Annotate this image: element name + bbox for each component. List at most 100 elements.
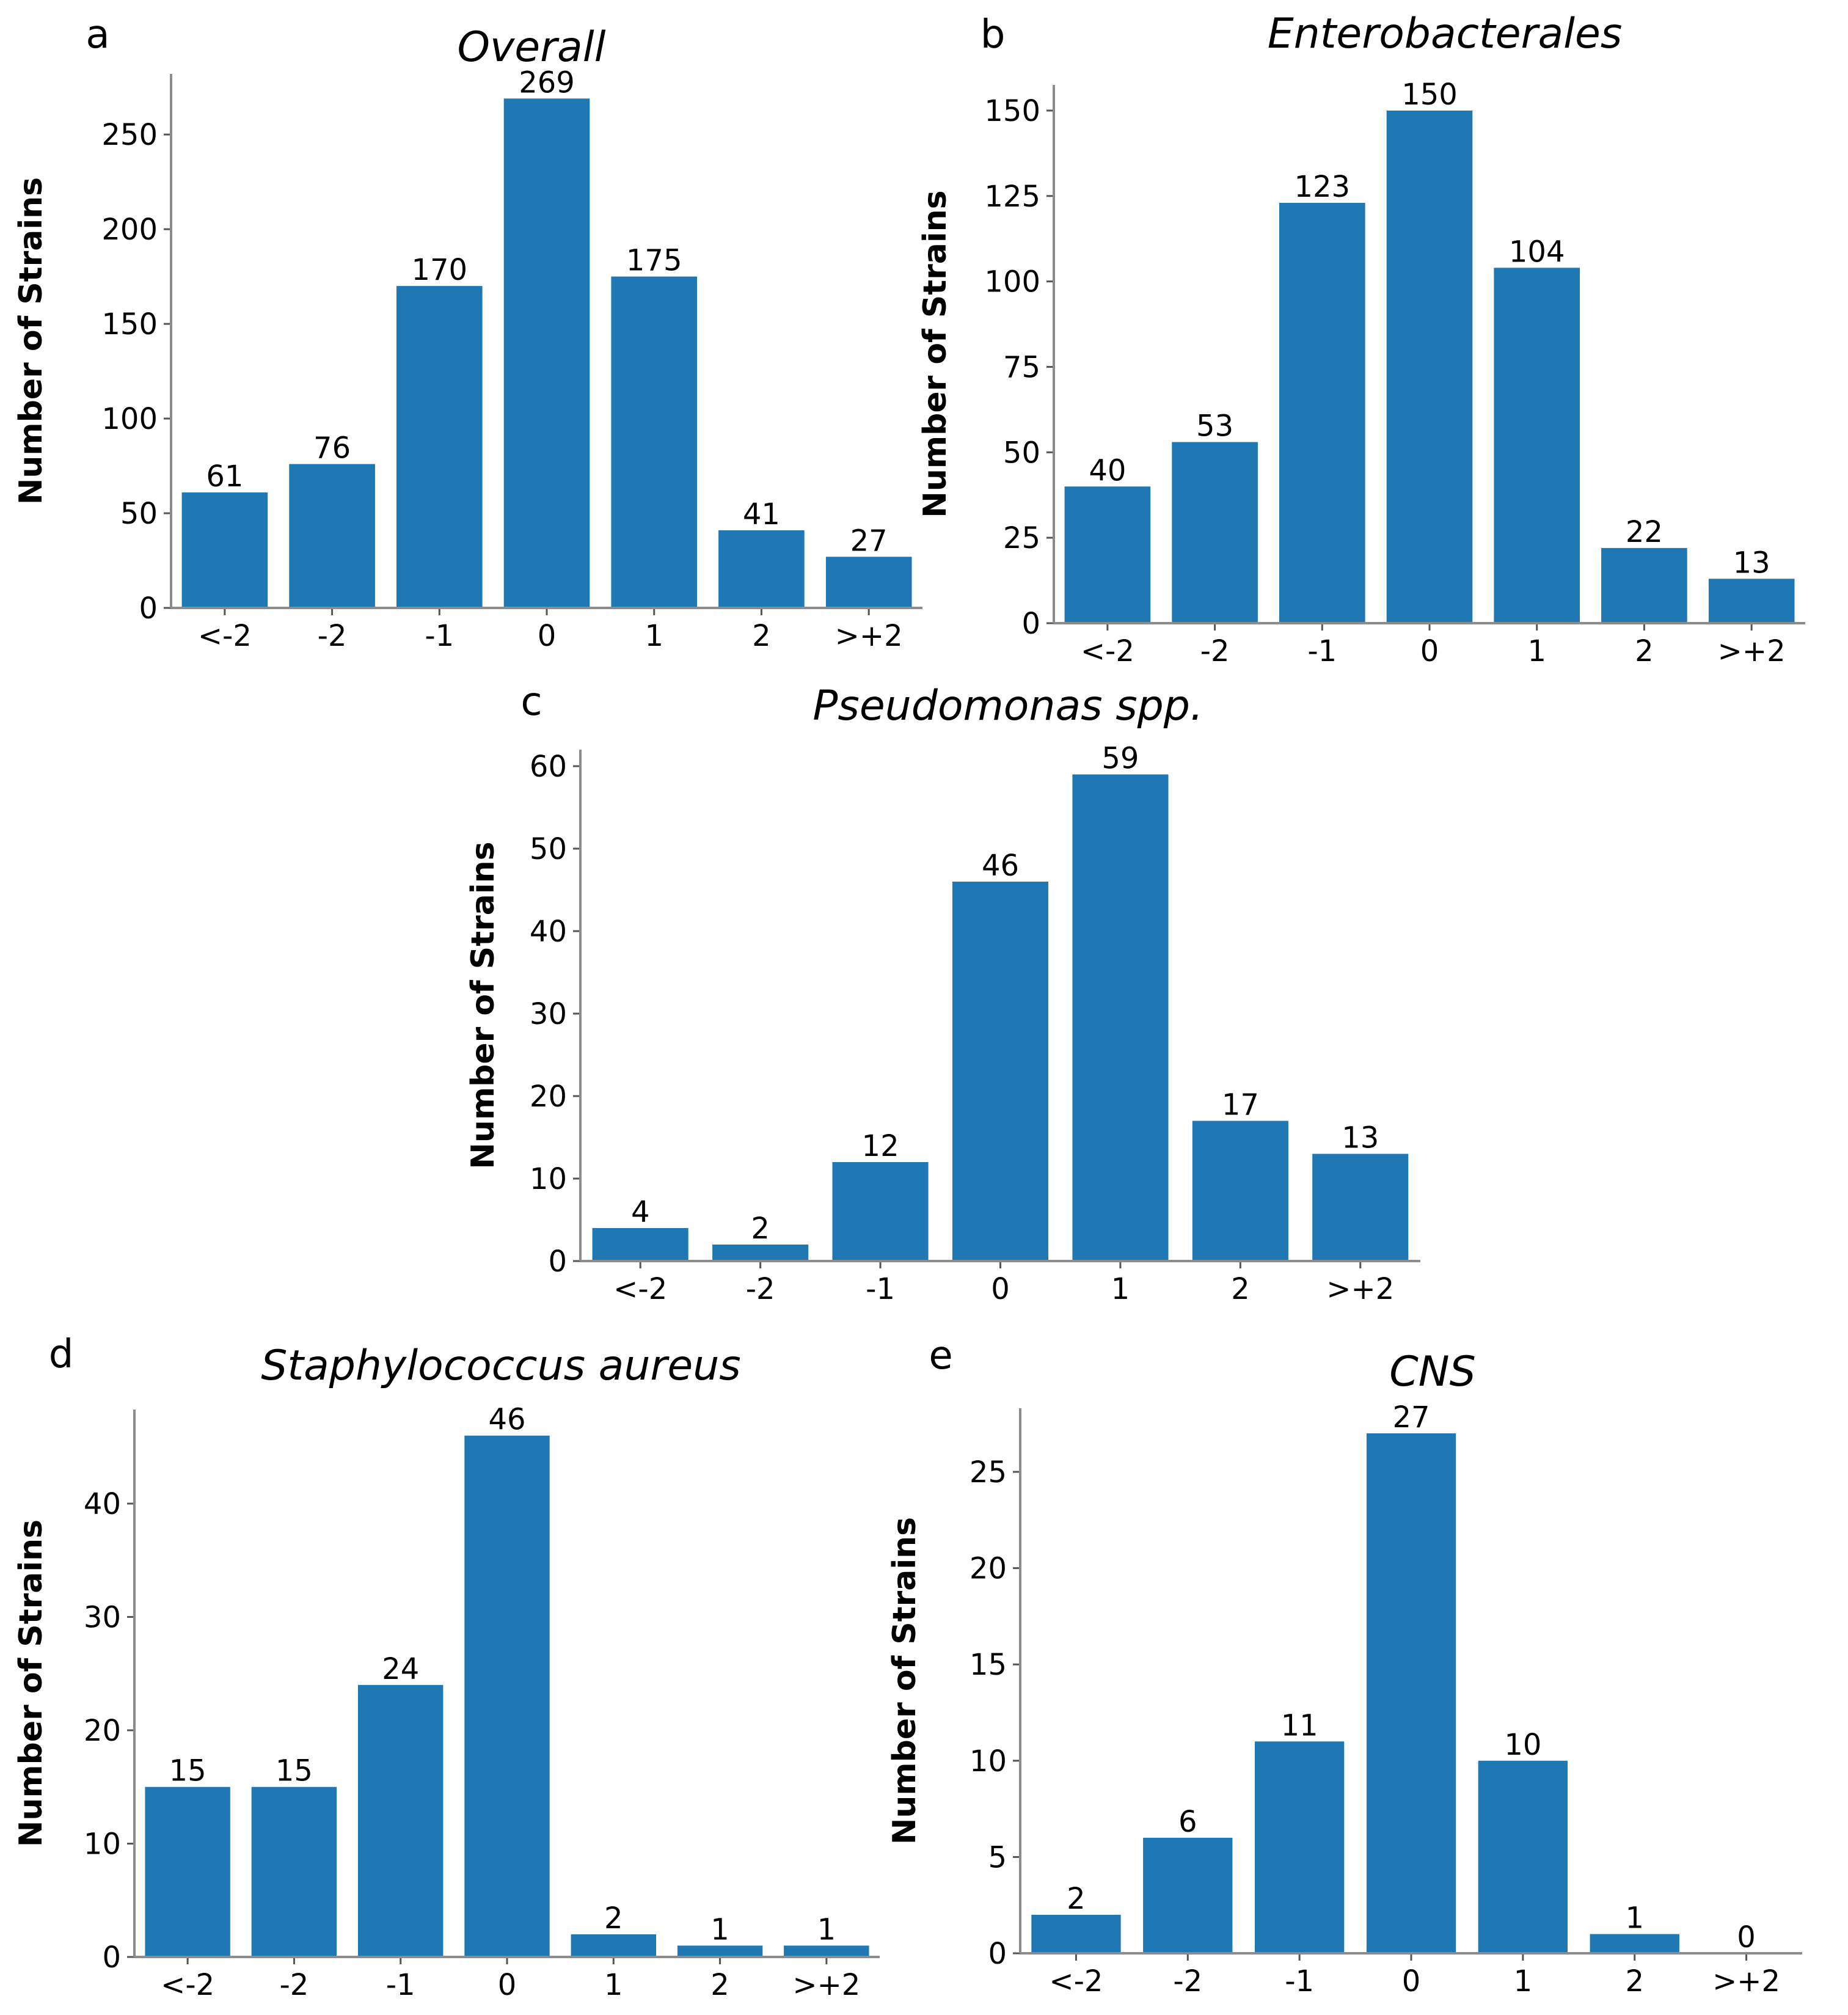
- bar-b-6: [1708, 579, 1795, 623]
- x-tick-label: 1: [1111, 1272, 1130, 1306]
- y-tick-label: 15: [970, 1648, 1007, 1682]
- y-axis-label: Number of Strains: [13, 177, 49, 505]
- x-tick-label: 0: [538, 619, 557, 653]
- x-tick-label: -2: [318, 619, 347, 653]
- x-tick-label: -2: [279, 1968, 309, 2002]
- x-tick-label: >+2: [1718, 634, 1786, 668]
- data-label: 53: [1196, 409, 1233, 444]
- bar-a-2: [396, 286, 483, 609]
- bar-d-2: [358, 1684, 444, 1957]
- data-label: 2: [604, 1901, 623, 1936]
- data-label: 17: [1222, 1088, 1259, 1122]
- data-label: 46: [488, 1403, 525, 1437]
- x-tick-label: 2: [752, 619, 771, 653]
- bar-c-4: [1072, 774, 1169, 1261]
- bar-d-1: [251, 1786, 337, 1957]
- y-axis-label: Number of Strains: [13, 1519, 49, 1847]
- bar-b-4: [1494, 268, 1580, 623]
- x-tick-label: 2: [1231, 1272, 1250, 1306]
- data-label: 4: [631, 1195, 650, 1229]
- x-tick-label: >+2: [1712, 1964, 1780, 1999]
- data-label: 6: [1178, 1805, 1197, 1839]
- data-label: 41: [743, 497, 780, 532]
- chart-panel-d: d Staphylococcus aureus Number of Strains 1…: [13, 1332, 880, 2002]
- x-tick-label: -2: [746, 1272, 775, 1306]
- y-tick-label: 40: [530, 915, 567, 949]
- bar-c-0: [592, 1228, 688, 1261]
- bar-c-1: [712, 1245, 809, 1261]
- x-tick-label: 0: [498, 1968, 517, 2002]
- panel-letter: d: [49, 1332, 74, 1377]
- x-tick-label: -1: [1285, 1964, 1314, 1999]
- y-tick-label: 20: [530, 1080, 567, 1114]
- chart-title: CNS: [1389, 1348, 1476, 1396]
- data-label: 2: [751, 1212, 770, 1246]
- y-tick-label: 25: [970, 1455, 1007, 1490]
- y-tick-label: 100: [984, 265, 1040, 299]
- bar-e-4: [1478, 1760, 1568, 1953]
- data-label: 24: [382, 1652, 419, 1686]
- y-tick-label: 150: [984, 94, 1040, 128]
- data-label: 12: [862, 1129, 899, 1163]
- y-tick-label: 20: [970, 1552, 1007, 1586]
- y-axis-label: Number of Strains: [917, 190, 954, 517]
- bar-c-2: [832, 1162, 929, 1261]
- data-label: 123: [1294, 170, 1350, 204]
- data-label: 59: [1101, 742, 1139, 776]
- y-tick-label: 0: [139, 591, 158, 626]
- bar-a-1: [289, 464, 375, 608]
- bar-a-4: [611, 276, 697, 609]
- data-label: 269: [519, 65, 575, 100]
- x-tick-label: 1: [604, 1968, 623, 2002]
- y-tick-label: 60: [530, 750, 567, 784]
- data-label: 13: [1342, 1121, 1379, 1155]
- chart-panel-b: b Enterobacterales Number of Strains 40 <-2 5…: [917, 10, 1805, 668]
- x-tick-label: -1: [425, 619, 454, 653]
- bar-d-0: [145, 1786, 230, 1957]
- panel-letter: a: [86, 12, 109, 57]
- x-tick-label: >+2: [1326, 1272, 1394, 1306]
- data-label: 11: [1281, 1708, 1318, 1743]
- bar-d-3: [464, 1435, 550, 1957]
- panel-letter: e: [929, 1333, 952, 1378]
- bar-d-4: [571, 1934, 656, 1957]
- y-tick-label: 20: [84, 1714, 121, 1748]
- y-tick-label: 150: [101, 307, 158, 342]
- y-tick-label: 125: [984, 180, 1040, 214]
- bar-d-6: [784, 1945, 869, 1957]
- bar-b-3: [1386, 111, 1473, 623]
- data-label: 27: [850, 524, 888, 558]
- bar-a-0: [181, 492, 268, 608]
- x-tick-label: 2: [1635, 634, 1654, 668]
- chart-title: Enterobacterales: [1268, 10, 1623, 58]
- bar-c-6: [1312, 1154, 1409, 1261]
- x-tick-label: 2: [710, 1968, 729, 2002]
- x-tick-label: -2: [1200, 634, 1230, 668]
- y-tick-label: 30: [530, 997, 567, 1031]
- data-label: 76: [313, 431, 351, 465]
- x-tick-label: 0: [1420, 634, 1439, 668]
- chart-panel-c: c Pseudomonas spp. Number of Strains 4 <-2 2 -…: [465, 679, 1420, 1306]
- data-label: 150: [1401, 78, 1458, 112]
- y-tick-label: 75: [1003, 350, 1040, 384]
- y-tick-label: 10: [970, 1744, 1007, 1779]
- x-tick-label: 1: [1514, 1964, 1533, 1999]
- y-axis-label: Number of Strains: [886, 1517, 923, 1845]
- chart-title: Staphylococcus aureus: [261, 1342, 741, 1390]
- x-tick-label: -1: [1307, 634, 1337, 668]
- data-label: 0: [1737, 1920, 1756, 1955]
- bar-b-2: [1279, 203, 1365, 623]
- y-axis-label: Number of Strains: [465, 841, 502, 1169]
- bar-b-0: [1064, 486, 1151, 623]
- bar-e-2: [1255, 1741, 1345, 1953]
- data-label: 10: [1504, 1728, 1541, 1762]
- x-tick-label: -1: [866, 1272, 895, 1306]
- chart-title: Overall: [457, 23, 605, 71]
- y-tick-label: 30: [84, 1600, 121, 1634]
- y-tick-label: 5: [988, 1840, 1007, 1874]
- y-tick-label: 50: [120, 497, 158, 531]
- y-tick-label: 10: [84, 1827, 121, 1861]
- data-label: 40: [1089, 453, 1126, 488]
